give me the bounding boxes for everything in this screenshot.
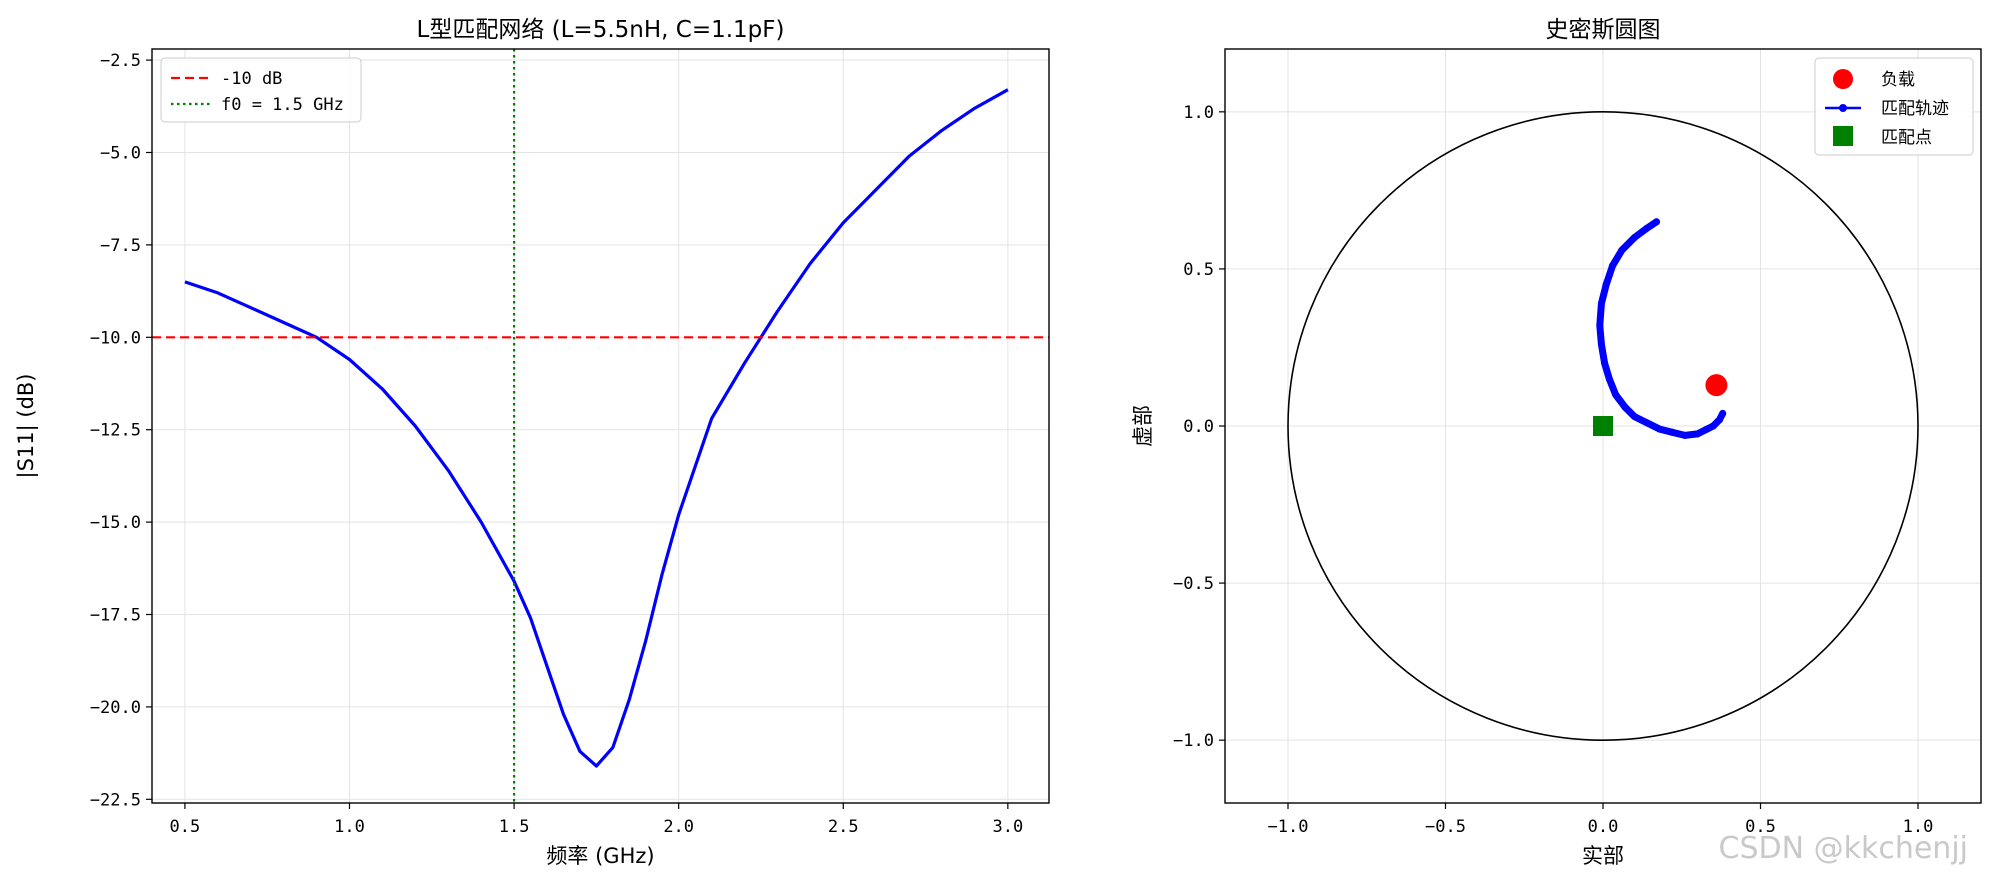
trajectory-point [1612, 391, 1620, 399]
y-tick-label: −7.5 [100, 236, 141, 256]
match-point [1593, 416, 1613, 436]
legend-label-match: 匹配点 [1881, 128, 1932, 148]
trajectory-point [1597, 299, 1605, 307]
trajectory-point [1621, 403, 1629, 411]
x-tick-label: 1.0 [334, 817, 365, 837]
trajectory-point [1601, 359, 1609, 367]
x-axis-label: 频率 (GHz) [546, 844, 654, 868]
legend-box [160, 57, 362, 123]
legend-swatch-match [1833, 126, 1853, 146]
trajectory-point [1631, 234, 1638, 241]
x-tick-label: 1.0 [1903, 817, 1934, 837]
y-tick-label: −10.0 [90, 328, 141, 348]
x-tick-label: −0.5 [1425, 817, 1466, 837]
trajectory-point [1656, 425, 1664, 433]
trajectory-point [1703, 425, 1711, 433]
x-tick-label: 3.0 [992, 817, 1023, 837]
trajectory-point [1605, 375, 1613, 383]
legend-label-10db: -10 dB [221, 69, 282, 89]
y-tick-label: −20.0 [90, 698, 141, 718]
s11-chart: -10 dB f0 = 1.5 GHz 0.5 1.0 1.5 2.0 2.5 3.0 −2.5… [14, 17, 1050, 868]
y-axis-label: 虚部 [1131, 405, 1155, 447]
y-tick-label: −1.0 [1173, 731, 1214, 751]
trajectory-point [1719, 409, 1727, 417]
legend-label-load: 负载 [1881, 70, 1915, 90]
y-tick-label: −15.0 [90, 513, 141, 533]
trajectory-point [1653, 218, 1661, 226]
match-trajectory [1596, 218, 1727, 439]
trajectory-point [1709, 422, 1717, 430]
y-tick-label: 0.5 [1183, 260, 1214, 280]
trajectory-point [1596, 321, 1604, 329]
legend-label-f0: f0 = 1.5 GHz [221, 95, 344, 115]
y-tick-label: −22.5 [90, 790, 141, 810]
legend-swatch-trajectory-dot [1839, 104, 1847, 112]
s11-curve [184, 88, 1009, 768]
trajectory-point [1643, 224, 1651, 232]
trajectory-point [1694, 430, 1701, 438]
x-tick-label: 2.0 [663, 817, 694, 837]
x-tick-label: 1.5 [499, 817, 530, 837]
x-tick-label: −1.0 [1268, 817, 1309, 837]
legend-box [1814, 57, 1974, 156]
trajectory-point [1643, 419, 1651, 427]
chart-title: 史密斯圆图 [1546, 17, 1661, 43]
x-tick-label: 0.5 [170, 817, 201, 837]
trajectory-point [1597, 340, 1605, 348]
chart-title: L型匹配网络 (L=5.5nH, C=1.1pF) [417, 17, 785, 43]
y-tick-label: −17.5 [90, 606, 141, 626]
y-tick-label: −12.5 [90, 421, 141, 441]
watermark: CSDN @kkchenjj [1719, 831, 1968, 866]
y-tick-label: −5.0 [100, 143, 141, 163]
axes-frame [151, 48, 1050, 804]
x-tick-label: 2.5 [828, 817, 859, 837]
x-tick-label: 0.0 [1588, 817, 1619, 837]
legend-label-trajectory: 匹配轨迹 [1881, 99, 1949, 119]
legend-swatch-load [1833, 69, 1853, 89]
y-tick-label: −2.5 [100, 51, 141, 71]
trajectory-point [1608, 262, 1616, 270]
x-tick-label: 0.5 [1745, 817, 1776, 837]
y-tick-label: 1.0 [1183, 103, 1214, 123]
y-tick-label: −0.5 [1173, 574, 1214, 594]
unit-circle [1287, 111, 1919, 741]
y-axis-label: |S11| (dB) [14, 374, 39, 479]
x-axis-label: 实部 [1582, 844, 1624, 868]
y-tick-label: 0.0 [1183, 417, 1214, 437]
trajectory-point [1618, 246, 1626, 254]
trajectory-point [1716, 416, 1724, 424]
load-point [1705, 374, 1728, 397]
trajectory-point [1681, 431, 1689, 439]
trajectory-point [1668, 428, 1676, 436]
trajectory-point [1631, 413, 1638, 421]
trajectory-point [1602, 281, 1610, 289]
